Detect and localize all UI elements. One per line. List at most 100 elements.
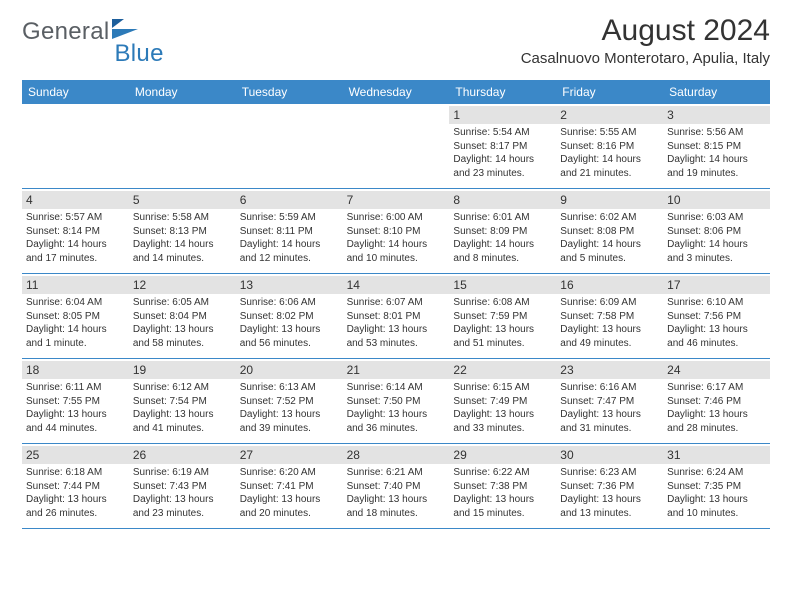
calendar-day: 4Sunrise: 5:57 AMSunset: 8:14 PMDaylight… <box>22 189 129 273</box>
daylight-text: Daylight: 13 hours and 39 minutes. <box>240 408 339 435</box>
daylight-text: Daylight: 13 hours and 58 minutes. <box>133 323 232 350</box>
sunset-text: Sunset: 7:41 PM <box>240 480 339 494</box>
calendar-day: 9Sunrise: 6:02 AMSunset: 8:08 PMDaylight… <box>556 189 663 273</box>
daylight-text: Daylight: 13 hours and 53 minutes. <box>347 323 446 350</box>
day-info: Sunrise: 6:22 AMSunset: 7:38 PMDaylight:… <box>453 466 552 520</box>
day-number: 21 <box>343 361 450 379</box>
day-info: Sunrise: 6:10 AMSunset: 7:56 PMDaylight:… <box>667 296 766 350</box>
sunset-text: Sunset: 8:10 PM <box>347 225 446 239</box>
calendar-day: 6 Sunrise: 5:59 AMSunset: 8:11 PMDaylight… <box>236 189 343 273</box>
logo-text-general: General <box>22 18 109 46</box>
sunrise-text: Sunrise: 6:05 AM <box>133 296 232 310</box>
daylight-text: Daylight: 13 hours and 31 minutes. <box>560 408 659 435</box>
sunrise-text: Sunrise: 6:09 AM <box>560 296 659 310</box>
calendar-day: 14Sunrise: 6:07 AMSunset: 8:01 PMDayligh… <box>343 274 450 358</box>
day-number: 27 <box>236 446 343 464</box>
sunrise-text: Sunrise: 6:22 AM <box>453 466 552 480</box>
calendar-week: 25Sunrise: 6:18 AMSunset: 7:44 PMDayligh… <box>22 444 770 529</box>
calendar-day: 12 Sunrise: 6:05 AMSunset: 8:04 PMDayligh… <box>129 274 236 358</box>
day-info: Sunrise: 5:54 AMSunset: 8:17 PMDaylight:… <box>453 126 552 180</box>
daylight-text: Daylight: 14 hours and 14 minutes. <box>133 238 232 265</box>
daylight-text: Daylight: 14 hours and 1 minute. <box>26 323 125 350</box>
daylight-text: Daylight: 13 hours and 26 minutes. <box>26 493 125 520</box>
day-number <box>129 106 236 124</box>
calendar-day: 3Sunrise: 5:56 AMSunset: 8:15 PMDaylight… <box>663 104 770 188</box>
page-title: August 2024 <box>521 14 770 48</box>
day-info: Sunrise: 6:08 AMSunset: 7:59 PMDaylight:… <box>453 296 552 350</box>
calendar-day: 2Sunrise: 5:55 AMSunset: 8:16 PMDaylight… <box>556 104 663 188</box>
sunset-text: Sunset: 7:52 PM <box>240 395 339 409</box>
calendar-day: 28Sunrise: 6:21 AMSunset: 7:40 PMDayligh… <box>343 444 450 528</box>
daylight-text: Daylight: 14 hours and 21 minutes. <box>560 153 659 180</box>
sunset-text: Sunset: 7:36 PM <box>560 480 659 494</box>
day-info: Sunrise: 6:15 AMSunset: 7:49 PMDaylight:… <box>453 381 552 435</box>
sunrise-text: Sunrise: 6:11 AM <box>26 381 125 395</box>
calendar-day <box>236 104 343 188</box>
day-info: Sunrise: 6:09 AMSunset: 7:58 PMDaylight:… <box>560 296 659 350</box>
sunrise-text: Sunrise: 5:56 AM <box>667 126 766 140</box>
sunrise-text: Sunrise: 6:24 AM <box>667 466 766 480</box>
day-info: Sunrise: 6:13 AMSunset: 7:52 PMDaylight:… <box>240 381 339 435</box>
sunset-text: Sunset: 7:40 PM <box>347 480 446 494</box>
daylight-text: Daylight: 13 hours and 46 minutes. <box>667 323 766 350</box>
day-info: Sunrise: 6:02 AMSunset: 8:08 PMDaylight:… <box>560 211 659 265</box>
sunrise-text: Sunrise: 6:02 AM <box>560 211 659 225</box>
day-info: Sunrise: 6:11 AMSunset: 7:55 PMDaylight:… <box>26 381 125 435</box>
calendar: SundayMondayTuesdayWednesdayThursdayFrid… <box>22 80 770 529</box>
sunrise-text: Sunrise: 5:59 AM <box>240 211 339 225</box>
title-block: August 2024 Casalnuovo Monterotaro, Apul… <box>521 14 770 67</box>
day-number: 12 <box>129 276 236 294</box>
calendar-day <box>22 104 129 188</box>
daylight-text: Daylight: 14 hours and 8 minutes. <box>453 238 552 265</box>
day-info: Sunrise: 6:03 AMSunset: 8:06 PMDaylight:… <box>667 211 766 265</box>
day-info: Sunrise: 5:56 AMSunset: 8:15 PMDaylight:… <box>667 126 766 180</box>
day-info: Sunrise: 5:58 AMSunset: 8:13 PMDaylight:… <box>133 211 232 265</box>
calendar-day: 5Sunrise: 5:58 AMSunset: 8:13 PMDaylight… <box>129 189 236 273</box>
day-number: 10 <box>663 191 770 209</box>
calendar-day: 15 Sunrise: 6:08 AMSunset: 7:59 PMDayligh… <box>449 274 556 358</box>
day-number: 31 <box>663 446 770 464</box>
calendar-header-cell: Saturday <box>663 80 770 104</box>
sunrise-text: Sunrise: 6:17 AM <box>667 381 766 395</box>
day-info: Sunrise: 5:59 AMSunset: 8:11 PMDaylight:… <box>240 211 339 265</box>
sunrise-text: Sunrise: 6:23 AM <box>560 466 659 480</box>
sunset-text: Sunset: 7:35 PM <box>667 480 766 494</box>
calendar-day: 26Sunrise: 6:19 AMSunset: 7:43 PMDayligh… <box>129 444 236 528</box>
daylight-text: Daylight: 13 hours and 49 minutes. <box>560 323 659 350</box>
calendar-header-cell: Thursday <box>449 80 556 104</box>
sunset-text: Sunset: 7:59 PM <box>453 310 552 324</box>
day-number: 7 <box>343 191 450 209</box>
day-number: 15 <box>449 276 556 294</box>
calendar-day: 25Sunrise: 6:18 AMSunset: 7:44 PMDayligh… <box>22 444 129 528</box>
day-number: 29 <box>449 446 556 464</box>
calendar-day: 24Sunrise: 6:17 AMSunset: 7:46 PMDayligh… <box>663 359 770 443</box>
day-info: Sunrise: 6:19 AMSunset: 7:43 PMDaylight:… <box>133 466 232 520</box>
sunrise-text: Sunrise: 5:57 AM <box>26 211 125 225</box>
day-number: 23 <box>556 361 663 379</box>
day-number <box>343 106 450 124</box>
daylight-text: Daylight: 13 hours and 15 minutes. <box>453 493 552 520</box>
daylight-text: Daylight: 13 hours and 56 minutes. <box>240 323 339 350</box>
sunset-text: Sunset: 8:05 PM <box>26 310 125 324</box>
sunrise-text: Sunrise: 6:14 AM <box>347 381 446 395</box>
sunset-text: Sunset: 7:56 PM <box>667 310 766 324</box>
sunset-text: Sunset: 8:01 PM <box>347 310 446 324</box>
day-info: Sunrise: 6:07 AMSunset: 8:01 PMDaylight:… <box>347 296 446 350</box>
sunrise-text: Sunrise: 6:03 AM <box>667 211 766 225</box>
calendar-day: 19Sunrise: 6:12 AMSunset: 7:54 PMDayligh… <box>129 359 236 443</box>
sunrise-text: Sunrise: 6:18 AM <box>26 466 125 480</box>
sunrise-text: Sunrise: 6:06 AM <box>240 296 339 310</box>
daylight-text: Daylight: 13 hours and 28 minutes. <box>667 408 766 435</box>
sunset-text: Sunset: 8:04 PM <box>133 310 232 324</box>
sunrise-text: Sunrise: 6:16 AM <box>560 381 659 395</box>
sunset-text: Sunset: 7:50 PM <box>347 395 446 409</box>
sunset-text: Sunset: 7:55 PM <box>26 395 125 409</box>
daylight-text: Daylight: 13 hours and 20 minutes. <box>240 493 339 520</box>
day-number: 24 <box>663 361 770 379</box>
daylight-text: Daylight: 13 hours and 51 minutes. <box>453 323 552 350</box>
day-info: Sunrise: 6:06 AMSunset: 8:02 PMDaylight:… <box>240 296 339 350</box>
day-number: 28 <box>343 446 450 464</box>
sunrise-text: Sunrise: 5:58 AM <box>133 211 232 225</box>
day-number: 6 <box>236 191 343 209</box>
calendar-day: 20Sunrise: 6:13 AMSunset: 7:52 PMDayligh… <box>236 359 343 443</box>
